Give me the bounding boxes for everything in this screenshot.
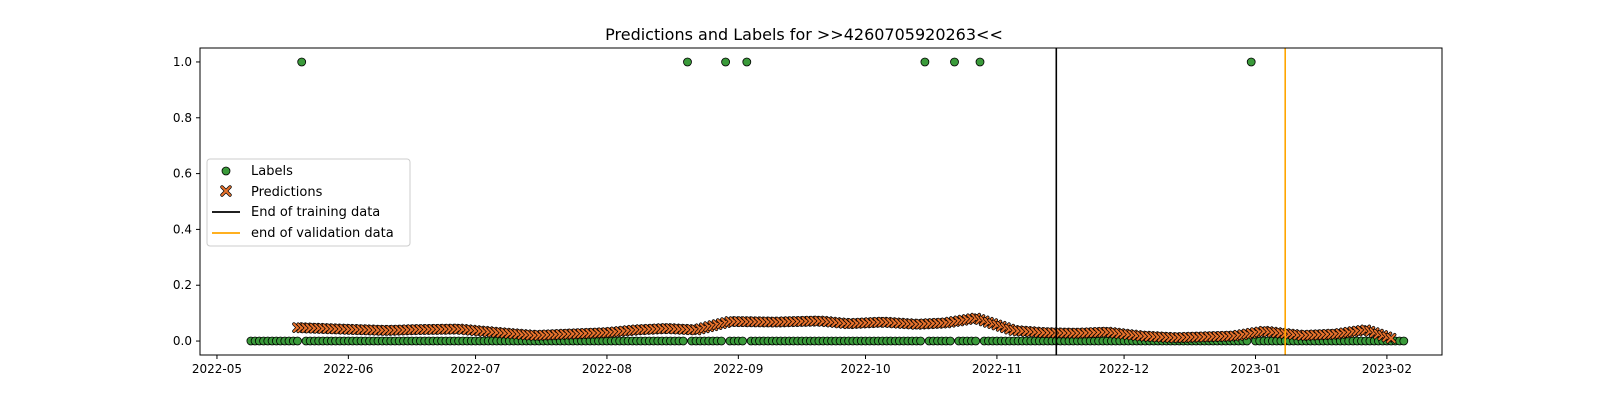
x-tick-label: 2022-11 <box>972 362 1022 376</box>
y-tick-label: 0.8 <box>173 111 192 125</box>
x-tick-label: 2022-08 <box>582 362 632 376</box>
plot-frame <box>199 47 1443 356</box>
label-point <box>916 336 925 346</box>
label-point <box>1399 336 1409 346</box>
legend: Labels Predictions End of training data … <box>206 158 411 247</box>
prediction-point <box>1385 333 1397 344</box>
x-tick-label: 2023-02 <box>1362 362 1412 376</box>
y-tick-label: 0.6 <box>173 167 192 181</box>
label-point <box>971 336 981 346</box>
x-tick-label: 2022-09 <box>713 362 763 376</box>
legend-validation-text: end of validation data <box>251 226 394 241</box>
x-tick-label: 2022-06 <box>323 362 373 376</box>
label-point <box>950 57 959 67</box>
labels-series <box>246 57 1409 346</box>
x-tick-label: 2022-07 <box>450 362 500 376</box>
label-point <box>1246 57 1256 67</box>
legend-box <box>206 158 411 247</box>
predictions-series <box>292 312 1397 344</box>
label-point <box>683 57 692 67</box>
y-axis: 0.0 0.2 0.4 0.6 0.8 1.0 <box>173 55 200 348</box>
legend-predictions-text: Predictions <box>251 185 323 200</box>
x-tick-label: 2022-05 <box>192 362 242 376</box>
y-tick-label: 0.4 <box>173 222 192 236</box>
label-point <box>975 57 985 67</box>
label-point <box>717 336 726 346</box>
y-tick-label: 0.0 <box>173 334 192 348</box>
x-tick-label: 2023-01 <box>1230 362 1280 376</box>
plot-area <box>246 57 1409 346</box>
legend-labels-marker <box>221 166 231 176</box>
label-point <box>742 57 752 67</box>
legend-labels-text: Labels <box>251 164 293 179</box>
label-point <box>721 57 730 67</box>
x-tick-label: 2022-12 <box>1099 362 1149 376</box>
label-point <box>293 336 302 346</box>
y-tick-label: 0.2 <box>173 278 192 292</box>
label-point <box>945 336 955 346</box>
x-axis: 2022-05 2022-06 2022-07 2022-08 2022-09 2022-… <box>192 355 1412 376</box>
chart-title: Predictions and Labels for >>42607059202… <box>605 25 1003 44</box>
label-point <box>678 336 688 346</box>
legend-training-text: End of training data <box>251 205 380 220</box>
x-tick-label: 2022-10 <box>840 362 890 376</box>
label-point <box>297 57 307 67</box>
y-tick-label: 1.0 <box>173 55 192 69</box>
label-point <box>920 57 930 67</box>
label-point <box>738 336 747 346</box>
reference-lines <box>1055 48 1286 355</box>
